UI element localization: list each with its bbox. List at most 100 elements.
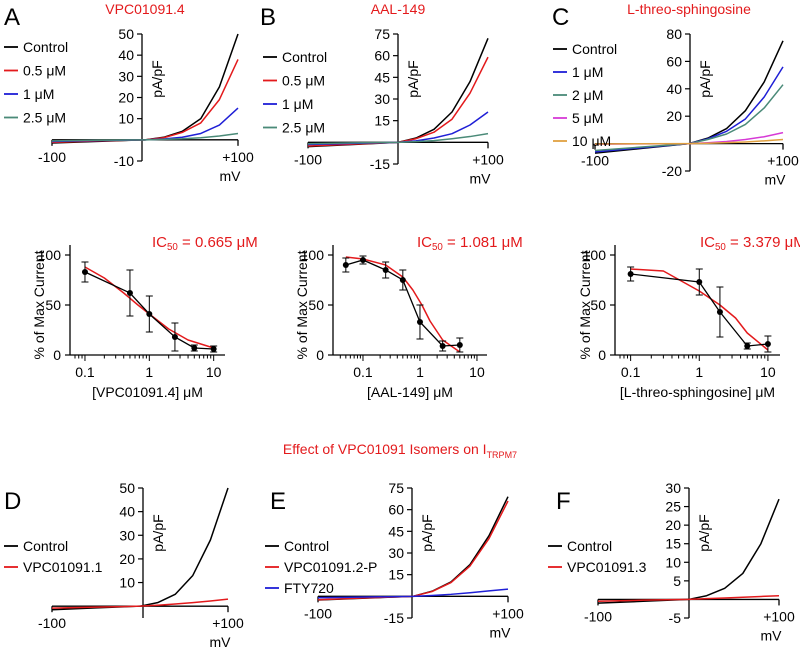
ic50-annotation-A2: IC50 = 0.665 μM [152, 234, 258, 253]
y-tick-label-C2: 50 [590, 297, 606, 313]
y-axis-label-D: pA/pF [150, 514, 166, 551]
x-tick-label-A: -100 [38, 149, 66, 165]
legend-label-C-4: 10 μM [572, 133, 611, 149]
ic50-annotation-B2: IC50 = 1.081 μM [417, 234, 523, 253]
series-line-C-0 [594, 40, 784, 154]
y-tick-label-E: 30 [388, 545, 404, 561]
y-tick-label-B2: 50 [308, 297, 324, 313]
series-line-F-0 [597, 498, 780, 604]
y-tick-label-A: 10 [118, 111, 134, 127]
y-tick-label-C: 60 [666, 53, 682, 69]
y-tick-label-D: 50 [119, 480, 135, 496]
y-tick-label-B: 45 [374, 69, 390, 85]
x-axis-label-B: mV [470, 170, 492, 186]
panel-letter-A: A [4, 4, 20, 31]
legend-label-B-2: 1 μM [282, 96, 313, 112]
ic50-annotation-C2: IC50 = 3.379 μM [700, 234, 800, 253]
legend-label-E-1: VPC01091.2-P [284, 559, 377, 575]
y-tick-label-B2: 100 [301, 247, 325, 263]
y-tick-label-B: 15 [374, 113, 390, 129]
data-line-A2 [84, 271, 214, 350]
y-tick-label-F: 20 [665, 517, 681, 533]
y-axis-label-B2: % of Max Current [294, 250, 310, 359]
data-point-B2-5 [439, 343, 446, 349]
legend-label-D-0: Control [23, 538, 68, 554]
x-tick-label-B2: 1 [416, 364, 424, 380]
x-tick-label-D: -100 [38, 615, 66, 631]
y-axis-label-F: pA/pF [696, 514, 712, 551]
y-tick-label-C: 20 [666, 108, 682, 124]
x-tick-label-A2: 1 [145, 364, 153, 380]
legend-label-B-1: 0.5 μM [282, 73, 325, 89]
data-point-A2-5 [210, 346, 217, 352]
y-tick-label-C: 40 [666, 81, 682, 97]
y-tick-label-B: -15 [370, 156, 390, 172]
series-line-B-3 [307, 132, 489, 145]
x-tick-label-C2: 0.1 [621, 364, 641, 380]
x-axis-label-A2: [VPC01091.4] μM [92, 384, 203, 400]
y-tick-label-E: 15 [388, 567, 404, 583]
y-tick-label-F: -5 [669, 610, 682, 626]
y-tick-label-C2: 0 [598, 347, 606, 363]
x-tick-label-B: -100 [294, 151, 322, 167]
x-tick-label-A2: 0.1 [75, 364, 95, 380]
y-tick-label-A2: 100 [38, 247, 62, 263]
y-tick-label-F: 5 [673, 573, 681, 589]
y-tick-label-C2: 100 [583, 247, 607, 263]
legend-label-A-2: 1 μM [23, 86, 54, 102]
data-point-A2-2 [146, 311, 153, 317]
x-axis-label-F: mV [761, 627, 783, 643]
legend-label-F-0: Control [567, 538, 612, 554]
x-tick-label-B2: 10 [469, 364, 485, 380]
legend-label-C-2: 2 μM [572, 87, 603, 103]
y-tick-label-A2: 50 [45, 297, 61, 313]
y-axis-label-B: pA/pF [405, 60, 421, 97]
legend-label-C-3: 5 μM [572, 110, 603, 126]
data-point-A2-0 [81, 269, 88, 275]
series-line-C-3 [594, 131, 784, 146]
x-axis-label-A: mV [220, 168, 242, 184]
legend-label-E-0: Control [284, 538, 329, 554]
y-tick-label-D: 10 [119, 575, 135, 591]
y-tick-label-F: 25 [665, 499, 681, 515]
panel-title-B: AAL-149 [371, 1, 426, 17]
panel-letter-E: E [270, 488, 286, 515]
x-tick-label-C: -100 [581, 153, 609, 169]
legend-label-F-1: VPC01091.3 [567, 559, 647, 575]
data-point-A2-4 [191, 345, 198, 351]
x-tick-label-C2: 1 [695, 364, 703, 380]
data-point-C2-4 [764, 341, 771, 347]
x-tick-label-F: +100 [763, 608, 795, 624]
panel-title-A: VPC01091.4 [105, 1, 185, 17]
y-axis-label-A: pA/pF [149, 60, 165, 97]
panel-letter-C: C [552, 4, 569, 31]
series-line-E-2 [317, 588, 509, 599]
series-line-E-0 [317, 496, 509, 601]
y-tick-label-F: 30 [665, 480, 681, 496]
y-tick-label-E: 45 [388, 523, 404, 539]
y-axis-label-C: pA/pF [697, 60, 713, 97]
x-axis-label-D: mV [210, 634, 232, 650]
x-tick-label-E: -100 [304, 605, 332, 621]
y-tick-label-A: 20 [118, 90, 134, 106]
data-point-C2-0 [627, 271, 634, 277]
y-tick-label-D: 40 [119, 504, 135, 520]
x-tick-label-C2: 10 [760, 364, 776, 380]
x-tick-label-B: +100 [472, 151, 504, 167]
figure-title: Effect of VPC01091 Isomers on ITRPM7 [283, 441, 517, 460]
y-tick-label-B: 30 [374, 91, 390, 107]
y-tick-label-F: 15 [665, 536, 681, 552]
data-point-A2-3 [171, 334, 178, 340]
data-point-B2-2 [382, 267, 389, 273]
y-axis-label-C2: % of Max Current [577, 250, 593, 359]
y-tick-label-B2: 0 [316, 347, 324, 363]
y-tick-label-E: 75 [388, 480, 404, 496]
legend-label-E-2: FTY720 [284, 580, 334, 596]
x-tick-label-F: -100 [584, 608, 612, 624]
data-point-C2-1 [696, 279, 703, 285]
series-line-A-3 [51, 132, 239, 142]
y-tick-label-D: 20 [119, 551, 135, 567]
panel-title-C: L-threo-sphingosine [627, 1, 751, 17]
x-tick-label-D: +100 [212, 615, 244, 631]
